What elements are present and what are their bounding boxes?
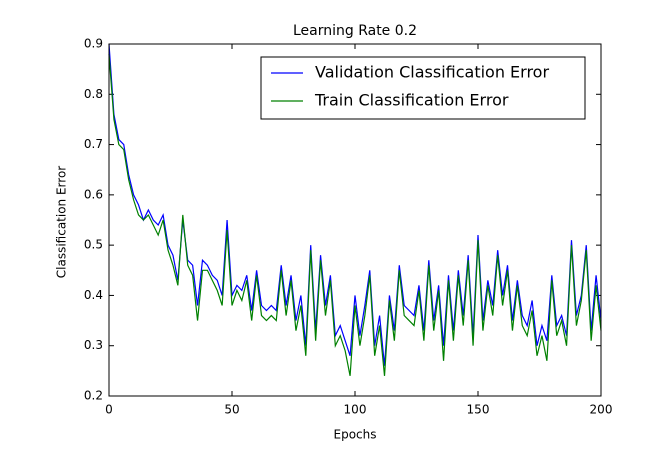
- x-tick-label: 50: [224, 403, 239, 417]
- y-tick-label: 0.9: [84, 37, 103, 51]
- x-tick-label: 100: [344, 403, 367, 417]
- y-axis-label: Classification Error: [55, 166, 69, 279]
- legend-box: [260, 56, 586, 120]
- y-tick-label: 0.7: [84, 137, 103, 151]
- legend-label: Train Classification Error: [314, 91, 509, 110]
- legend-label: Validation Classification Error: [315, 63, 549, 82]
- plot-frame: [108, 43, 602, 397]
- x-tick-label: 200: [590, 403, 613, 417]
- y-tick-label: 0.6: [84, 187, 103, 201]
- x-tick-label: 150: [467, 403, 490, 417]
- x-tick-label: 0: [105, 403, 113, 417]
- y-tick-label: 0.2: [84, 389, 103, 403]
- y-tick-label: 0.5: [84, 238, 103, 252]
- series-line: [108, 54, 602, 377]
- chart-title: Learning Rate 0.2: [293, 23, 417, 39]
- y-tick-label: 0.3: [84, 338, 103, 352]
- y-tick-label: 0.4: [84, 288, 103, 302]
- y-tick-label: 0.8: [84, 87, 103, 101]
- x-axis-label: Epochs: [334, 428, 377, 442]
- series-line: [108, 43, 602, 366]
